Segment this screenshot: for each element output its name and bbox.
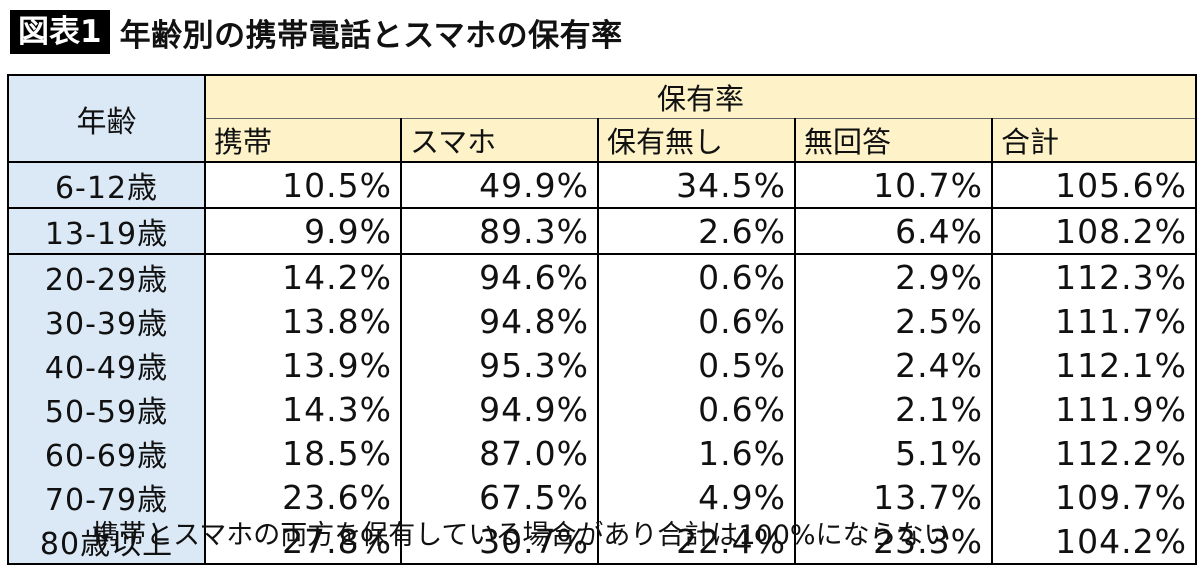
value-cell: 10.5% (204, 162, 402, 209)
value-cell: 0.5% (597, 343, 796, 387)
figure-label: 図表1 (10, 10, 110, 54)
value-cell: 18.5% (204, 431, 402, 475)
chart-title: 年齢別の携帯電話とスマホの保有率 (119, 17, 623, 54)
value-cell: 2.4% (794, 343, 993, 387)
footnote: 携帯とスマホの両方を保有している場合があり合計は100%にならない (92, 520, 951, 551)
column-header: 合計 (990, 118, 1198, 163)
data-table: 年齢 保有率 携帯 スマホ 保有無し 無回答 合計 6-12歳 10.5% 49.9… (7, 74, 1198, 565)
age-cell: 13-19歳 (7, 208, 206, 255)
table-row: 40-49歳 13.9% 95.3% 0.5% 2.4% 112.1% (7, 343, 1198, 387)
table-row: 13-19歳 9.9% 89.3% 2.6% 6.4% 108.2% (7, 208, 1198, 255)
table-row: 60-69歳 18.5% 87.0% 1.6% 5.1% 112.2% (7, 431, 1198, 475)
value-cell: 2.9% (794, 254, 993, 299)
value-cell: 0.6% (597, 387, 796, 431)
age-cell: 30-39歳 (7, 299, 206, 343)
value-cell: 2.1% (794, 387, 993, 431)
title-row: 図表1 年齢別の携帯電話とスマホの保有率 (10, 8, 623, 56)
value-cell: 4.9% (597, 475, 796, 519)
value-cell: 95.3% (400, 343, 599, 387)
value-cell: 112.2% (990, 431, 1198, 475)
value-cell: 34.5% (597, 162, 796, 209)
table-row: 70-79歳 23.6% 67.5% 4.9% 13.7% 109.7% (7, 475, 1198, 519)
age-cell: 6-12歳 (7, 162, 206, 209)
value-cell: 94.8% (400, 299, 599, 343)
column-header: 携帯 (204, 118, 402, 163)
value-cell: 14.2% (204, 254, 402, 299)
table-row: 50-59歳 14.3% 94.9% 0.6% 2.1% 111.9% (7, 387, 1198, 431)
value-cell: 87.0% (400, 431, 599, 475)
value-cell: 5.1% (794, 431, 993, 475)
value-cell: 49.9% (400, 162, 599, 209)
column-header: スマホ (400, 118, 599, 163)
value-cell: 109.7% (990, 475, 1198, 519)
header-row-group: 年齢 保有率 (7, 74, 1198, 163)
value-cell: 111.9% (990, 387, 1198, 431)
header-row-columns: 携帯 スマホ 保有無し 無回答 合計 (8, 118, 1198, 163)
value-cell: 2.6% (597, 208, 796, 255)
value-cell: 112.3% (990, 254, 1198, 299)
group-header: 保有率 (203, 74, 1198, 119)
value-cell: 104.2% (990, 519, 1198, 565)
value-cell: 0.6% (597, 299, 796, 343)
value-cell: 23.6% (204, 475, 402, 519)
age-cell: 50-59歳 (7, 387, 206, 431)
age-cell: 70-79歳 (7, 475, 206, 519)
value-cell: 14.3% (204, 387, 402, 431)
column-header: 保有無し (597, 118, 796, 163)
value-cell: 0.6% (597, 254, 796, 299)
age-cell: 40-49歳 (7, 343, 206, 387)
value-cell: 67.5% (400, 475, 599, 519)
value-cell: 105.6% (990, 162, 1198, 209)
value-cell: 108.2% (990, 208, 1198, 255)
value-cell: 94.6% (400, 254, 599, 299)
value-cell: 111.7% (990, 299, 1198, 343)
value-cell: 13.8% (204, 299, 402, 343)
table-row: 6-12歳 10.5% 49.9% 34.5% 10.7% 105.6% (7, 162, 1198, 209)
column-header: 無回答 (794, 118, 993, 163)
value-cell: 112.1% (990, 343, 1198, 387)
age-cell: 60-69歳 (7, 431, 206, 475)
table-row: 30-39歳 13.8% 94.8% 0.6% 2.5% 111.7% (7, 299, 1198, 343)
table-row: 20-29歳 14.2% 94.6% 0.6% 2.9% 112.3% (7, 254, 1198, 299)
age-cell: 20-29歳 (7, 254, 206, 299)
value-cell: 10.7% (794, 162, 993, 209)
value-cell: 13.7% (794, 475, 993, 519)
value-cell: 89.3% (400, 208, 599, 255)
value-cell: 6.4% (794, 208, 993, 255)
value-cell: 13.9% (204, 343, 402, 387)
value-cell: 9.9% (204, 208, 402, 255)
value-cell: 94.9% (400, 387, 599, 431)
value-cell: 1.6% (597, 431, 796, 475)
value-cell: 2.5% (794, 299, 993, 343)
age-header: 年齢 (7, 74, 206, 163)
value-cell: 27.8% (204, 519, 402, 565)
